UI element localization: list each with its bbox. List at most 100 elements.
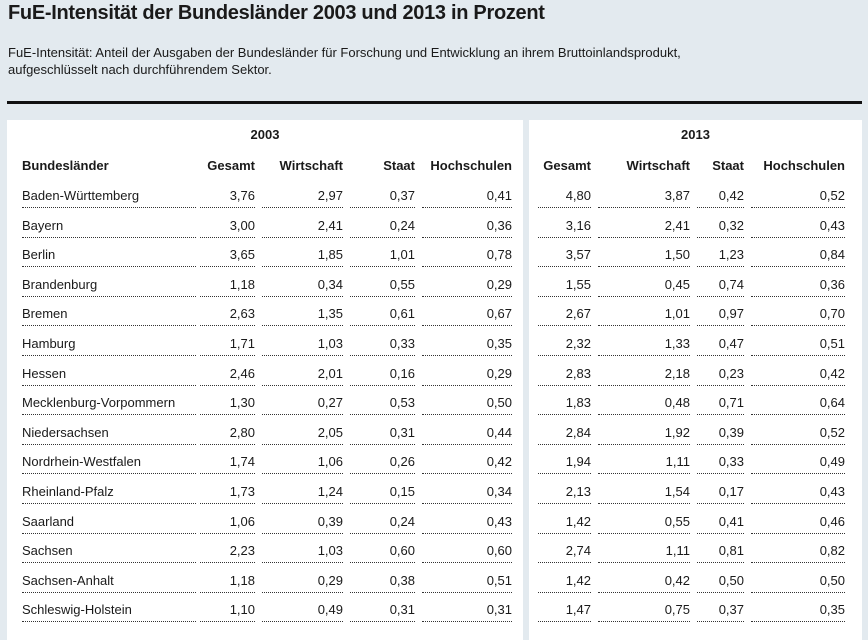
cell-value: 1,50 bbox=[664, 247, 690, 263]
cell-value: 0,37 bbox=[389, 188, 415, 203]
cell-value: 0,82 bbox=[819, 543, 845, 559]
cell-value: 0,55 bbox=[389, 276, 415, 292]
cell-value: 0,51 bbox=[819, 336, 845, 351]
dotted-line bbox=[350, 207, 415, 208]
dotted-line bbox=[262, 236, 343, 238]
dotted-line bbox=[350, 414, 415, 416]
cell-value: 2,32 bbox=[565, 336, 591, 351]
cell-value: 1,30 bbox=[229, 395, 255, 411]
cell-value: 2,46 bbox=[229, 365, 255, 381]
column-header: Gesamt bbox=[207, 158, 255, 173]
dotted-line bbox=[538, 473, 591, 475]
dotted-line bbox=[538, 621, 591, 623]
dotted-line bbox=[200, 414, 255, 416]
subtitle: FuE-Intensität: Anteil der Ausgaben der … bbox=[8, 45, 681, 60]
dotted-line bbox=[598, 236, 690, 238]
dotted-line bbox=[751, 266, 845, 268]
dotted-line bbox=[200, 532, 255, 534]
dotted-line bbox=[751, 443, 845, 445]
dotted-line bbox=[22, 295, 196, 297]
row-label: Rheinland-Pfalz bbox=[22, 484, 114, 499]
dotted-line bbox=[697, 443, 744, 445]
dotted-line bbox=[751, 236, 845, 238]
cell-value: 0,17 bbox=[718, 484, 744, 499]
cell-value: 0,48 bbox=[664, 395, 690, 411]
column-header: Staat bbox=[383, 158, 415, 173]
dotted-line bbox=[538, 591, 591, 593]
row-label: Bremen bbox=[22, 306, 68, 322]
dotted-line bbox=[22, 532, 196, 534]
cell-value: 0,31 bbox=[389, 424, 415, 440]
cell-value: 2,74 bbox=[565, 543, 591, 559]
dotted-line bbox=[598, 355, 690, 356]
cell-value: 3,00 bbox=[229, 217, 255, 233]
cell-value: 1,85 bbox=[317, 247, 343, 263]
cell-value: 0,42 bbox=[664, 572, 690, 588]
dotted-line bbox=[598, 207, 690, 208]
group-header: 2003 bbox=[250, 127, 280, 142]
dotted-line bbox=[697, 621, 744, 623]
divider bbox=[7, 101, 862, 104]
cell-value: 1,01 bbox=[664, 306, 690, 322]
cell-value: 0,34 bbox=[486, 484, 512, 499]
dotted-line bbox=[22, 207, 196, 208]
cell-value: 0,50 bbox=[819, 572, 845, 588]
cell-value: 1,47 bbox=[565, 602, 591, 618]
column-header: Wirtschaft bbox=[279, 158, 343, 173]
dotted-line bbox=[598, 295, 690, 297]
column-header: Hochschulen bbox=[430, 158, 512, 173]
dotted-line bbox=[350, 562, 415, 564]
dotted-line bbox=[262, 562, 343, 564]
dotted-line bbox=[22, 414, 196, 416]
cell-value: 0,29 bbox=[317, 572, 343, 588]
dotted-line bbox=[262, 473, 343, 475]
dotted-line bbox=[200, 503, 255, 504]
dotted-line bbox=[422, 266, 512, 268]
dotted-line bbox=[598, 503, 690, 504]
cell-value: 1,71 bbox=[229, 336, 255, 351]
cell-value: 0,70 bbox=[819, 306, 845, 322]
dotted-line bbox=[538, 236, 591, 238]
dotted-line bbox=[697, 591, 744, 593]
cell-value: 1,23 bbox=[718, 247, 744, 263]
dotted-line bbox=[422, 503, 512, 504]
cell-value: 0,60 bbox=[389, 543, 415, 559]
cell-value: 1,18 bbox=[229, 572, 255, 588]
dotted-line bbox=[22, 562, 196, 564]
dotted-line bbox=[751, 621, 845, 623]
cell-value: 3,57 bbox=[565, 247, 591, 263]
cell-value: 0,23 bbox=[718, 365, 744, 381]
cell-value: 1,74 bbox=[229, 454, 255, 470]
cell-value: 1,24 bbox=[317, 484, 343, 499]
row-label: Mecklenburg-Vorpommern bbox=[22, 395, 176, 411]
dotted-line bbox=[598, 414, 690, 416]
row-label: Saarland bbox=[22, 513, 75, 529]
cell-value: 1,01 bbox=[389, 247, 415, 263]
cell-value: 2,97 bbox=[317, 188, 343, 203]
dotted-line bbox=[22, 355, 196, 356]
column-header: Bundesländer bbox=[22, 158, 109, 173]
cell-value: 1,03 bbox=[317, 336, 343, 351]
dotted-line bbox=[262, 443, 343, 445]
cell-value: 0,52 bbox=[819, 424, 845, 440]
cell-value: 1,18 bbox=[229, 276, 255, 292]
cell-value: 0,37 bbox=[718, 602, 744, 618]
dotted-line bbox=[538, 355, 591, 356]
cell-value: 2,41 bbox=[664, 217, 690, 233]
cell-value: 1,10 bbox=[229, 602, 255, 618]
cell-value: 0,78 bbox=[486, 247, 512, 263]
cell-value: 0,33 bbox=[389, 336, 415, 351]
cell-value: 3,65 bbox=[229, 247, 255, 263]
cell-value: 0,55 bbox=[664, 513, 690, 529]
dotted-line bbox=[422, 443, 512, 445]
cell-value: 1,03 bbox=[317, 543, 343, 559]
subtitle: aufgeschlüsselt nach durchführendem Sekt… bbox=[8, 62, 272, 77]
cell-value: 0,33 bbox=[718, 454, 744, 470]
dotted-line bbox=[350, 325, 415, 327]
cell-value: 1,35 bbox=[317, 306, 343, 322]
cell-value: 1,55 bbox=[565, 276, 591, 292]
dotted-line bbox=[262, 503, 343, 504]
cell-value: 1,11 bbox=[665, 454, 690, 470]
dotted-line bbox=[200, 591, 255, 593]
dotted-line bbox=[598, 532, 690, 534]
